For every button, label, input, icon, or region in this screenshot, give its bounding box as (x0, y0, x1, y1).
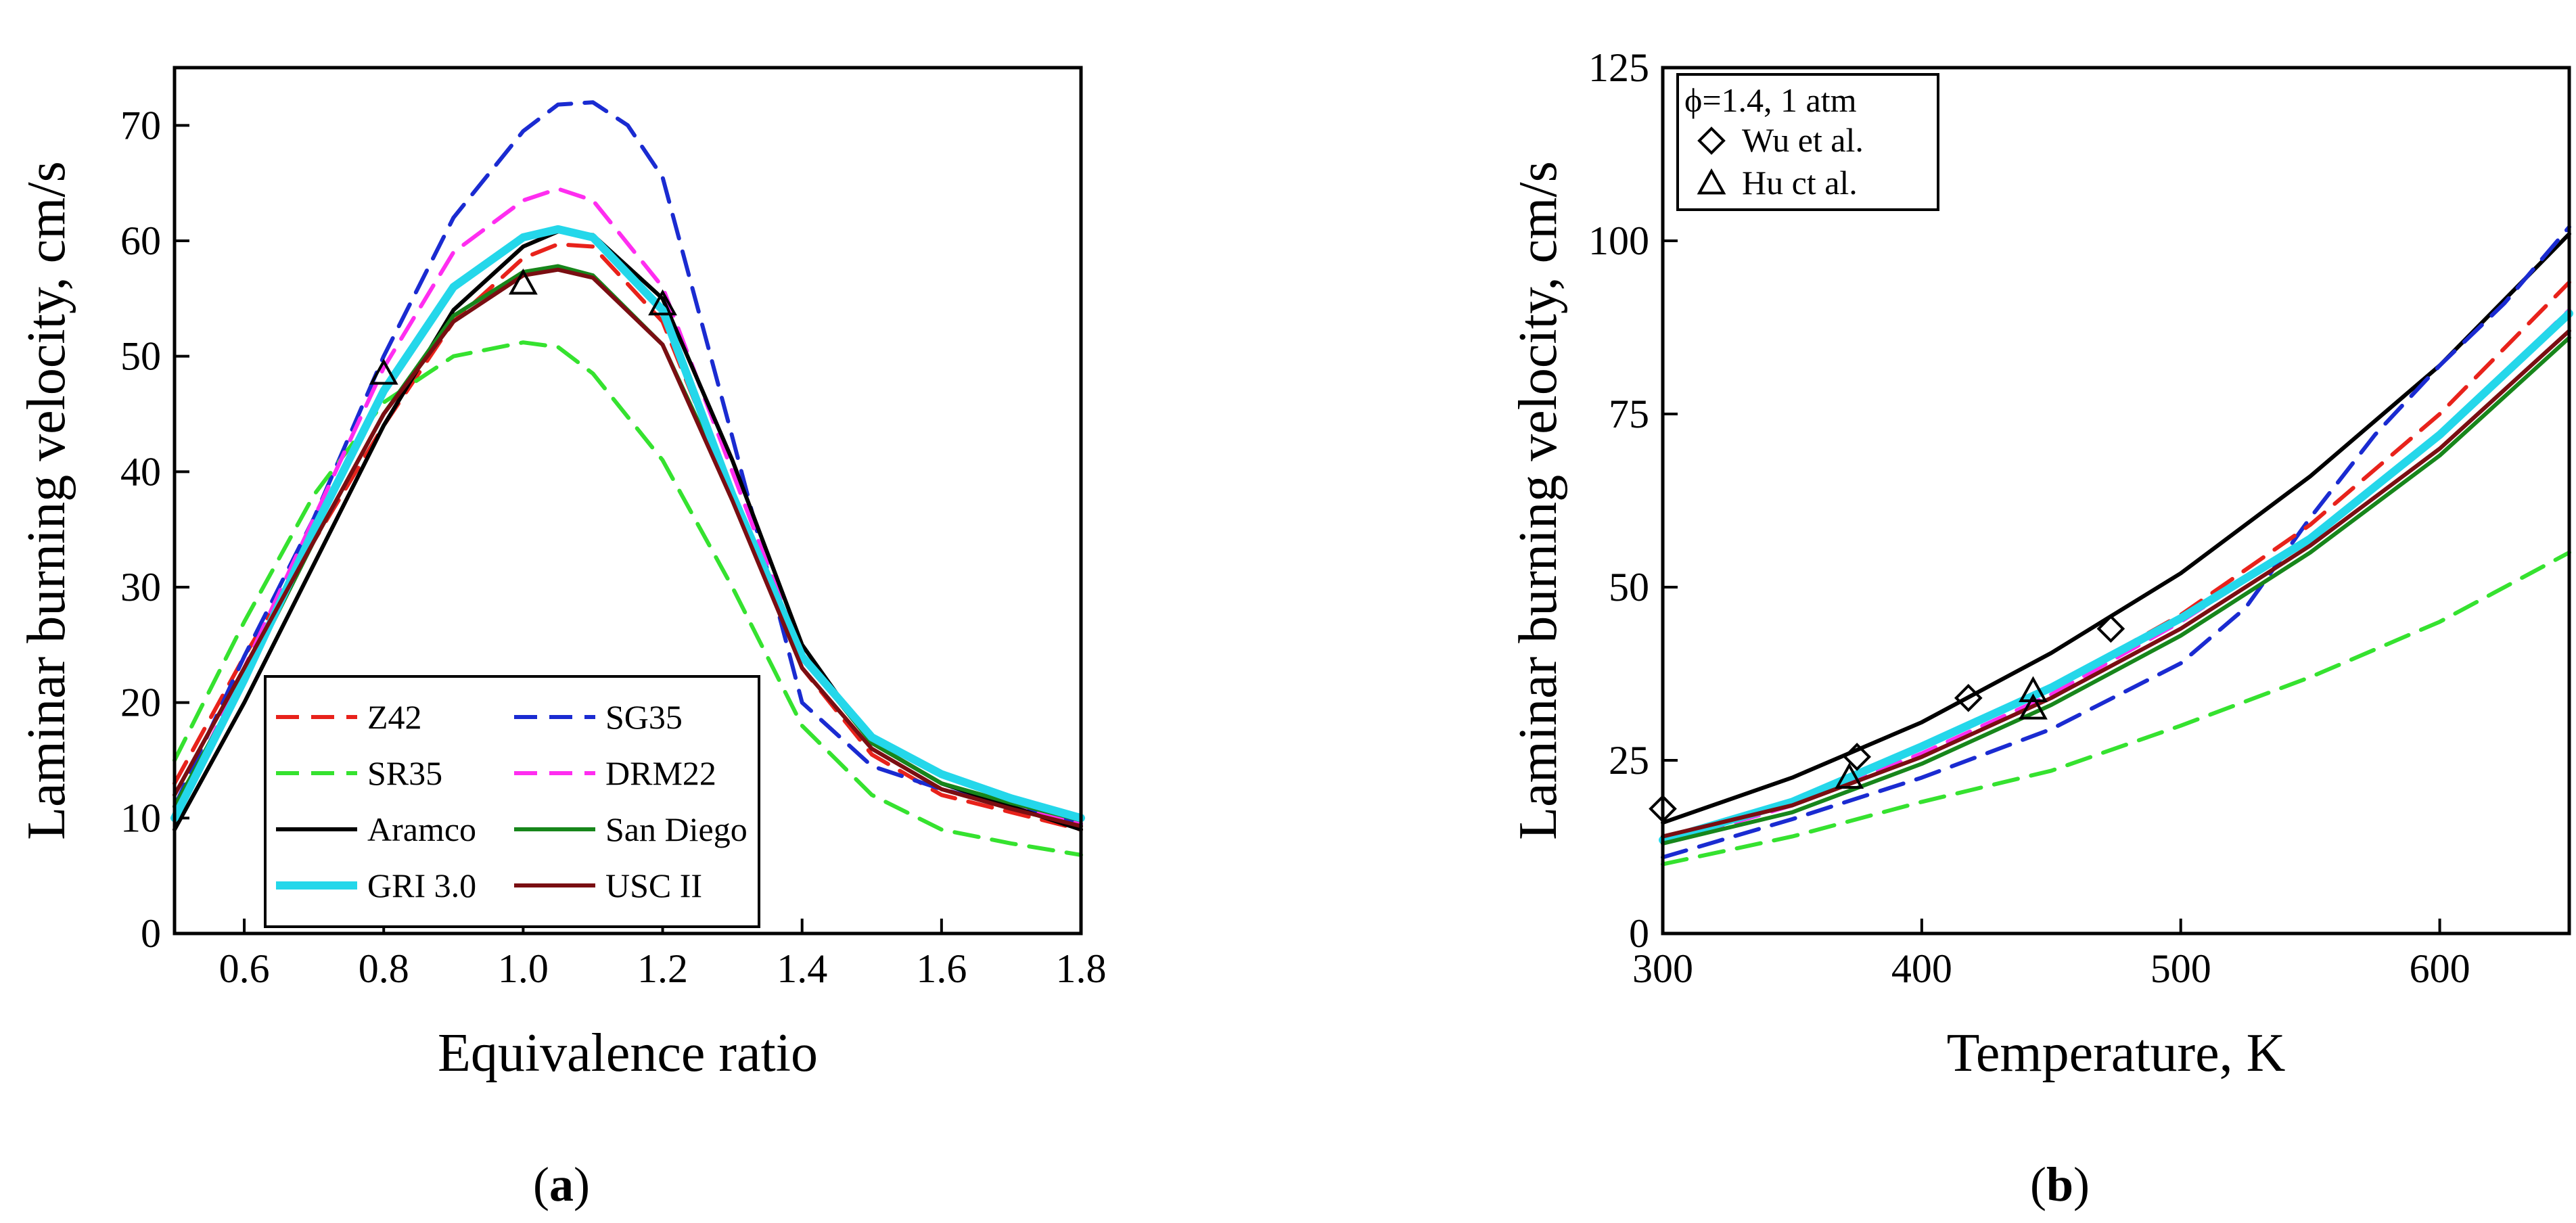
legend-b: ϕ=1.4, 1 atm Wu et al. Hu ct al. (1676, 73, 1939, 211)
series-line-gri-3-0-a (170, 225, 1085, 823)
data-point-hu-ct-al-b (2019, 676, 2048, 702)
x-axis-label-a: Equivalence ratio (438, 1023, 818, 1083)
x-tick-label: 600 (2410, 946, 2470, 991)
y-tick-label: 60 (120, 218, 161, 263)
panel-caption-a: (a) (533, 1157, 590, 1212)
series-line-sr35-a (172, 340, 1083, 857)
x-tick-label: 1.8 (1056, 946, 1107, 991)
legend-a: Z42 SR35 Aramco GRI 3.0 SG35 DRM22 San Diego US… (264, 675, 760, 928)
legend-label-hu-ct-al: Hu ct al. (1742, 164, 1858, 202)
y-tick-label: 100 (1588, 218, 1649, 263)
x-tick-label: 0.8 (359, 946, 409, 991)
data-point-hu-et-al-a (369, 359, 398, 385)
x-tick-label: 1.2 (637, 946, 688, 991)
chart-panel-a: 0.6 0.8 1.0 1.2 1.4 1.6 1.8 0 10 20 30 40 50 60 70 Eq… (17, 66, 1107, 1212)
data-point-wu-et-al-b (1843, 743, 1871, 771)
y-tick-label: 10 (120, 795, 161, 840)
x-axis-label-b: Temperature, K (1947, 1023, 2286, 1083)
caption-letter-b: b (2046, 1157, 2073, 1212)
legend-label-gri-3-0: GRI 3.0 (367, 867, 476, 904)
data-point-hu-et-al-a (648, 289, 677, 316)
y-tick-label: 40 (120, 449, 161, 494)
y-tick-label: 20 (120, 680, 161, 725)
series-line-usc-ii-a (172, 267, 1083, 829)
data-point-wu-et-al-b (2096, 614, 2125, 643)
plot-frame-b (1661, 66, 2571, 936)
legend-title-b: ϕ=1.4, 1 atm (1684, 81, 1857, 119)
legend-label-sr35: SR35 (367, 754, 442, 792)
legend-marker-hu-ct-al (1697, 168, 1726, 195)
x-tick-label: 0.6 (219, 946, 270, 991)
y-axis-label-a: Laminar burning velocity, cm/s (17, 161, 76, 839)
legend-marker-wu-et-al (1697, 126, 1726, 155)
y-tick-label: 75 (1609, 392, 1649, 436)
plot-frame-a (172, 66, 1083, 936)
legend-label-drm22: DRM22 (605, 754, 716, 792)
legend-label-aramco: Aramco (367, 810, 476, 848)
caption-paren-close-a: ) (574, 1157, 590, 1212)
legend-label-sg35: SG35 (605, 698, 683, 736)
x-tick-label: 400 (1891, 946, 1952, 991)
data-point-hu-ct-al-b (2019, 693, 2048, 720)
data-point-hu-ct-al-b (1835, 762, 1864, 789)
caption-letter-a: a (549, 1157, 574, 1212)
caption-paren-close-b: ) (2073, 1157, 2090, 1212)
y-tick-label: 0 (1629, 911, 1649, 956)
x-tick-label: 500 (2150, 946, 2211, 991)
series-line-drm22-b (1661, 308, 2571, 846)
series-line-sr35-b (1661, 550, 2571, 867)
x-tick-label: 1.6 (916, 946, 967, 991)
legend-label-usc-ii: USC II (605, 867, 702, 904)
data-point-wu-et-al-b (1954, 684, 1983, 712)
legend-label-san-diego: San Diego (605, 810, 748, 848)
y-tick-label: 30 (120, 565, 161, 609)
series-line-z42-b (1661, 280, 2571, 846)
y-tick-label: 0 (141, 911, 161, 956)
x-tick-label: 300 (1632, 946, 1693, 991)
data-point-hu-et-al-a (508, 269, 538, 295)
x-tick-label: 1.0 (498, 946, 549, 991)
series-line-usc-ii-b (1661, 329, 2571, 839)
legend-label-z42: Z42 (367, 698, 422, 736)
y-tick-label: 50 (1609, 565, 1649, 609)
series-line-sg35-b (1661, 225, 2571, 860)
y-tick-label: 50 (120, 334, 161, 379)
y-axis-label-b: Laminar burning velocity, cm/s (1509, 161, 1568, 839)
caption-paren-open-b: ( (2030, 1157, 2046, 1212)
y-tick-label: 70 (120, 103, 161, 147)
series-line-aramco-b (1661, 231, 2571, 825)
panel-caption-b: (b) (2030, 1157, 2090, 1212)
series-line-san-diego-b (1661, 336, 2571, 846)
y-tick-label: 125 (1588, 45, 1649, 90)
x-tick-label: 1.4 (777, 946, 827, 991)
y-tick-label: 25 (1609, 738, 1649, 783)
caption-paren-open-a: ( (533, 1157, 549, 1212)
legend-label-wu-et-al: Wu et al. (1742, 121, 1864, 159)
chart-panel-b: 300 400 500 600 0 25 50 75 100 125 Temperature, … (1509, 45, 2573, 1212)
series-line-gri-3-0-b (1659, 309, 2573, 844)
